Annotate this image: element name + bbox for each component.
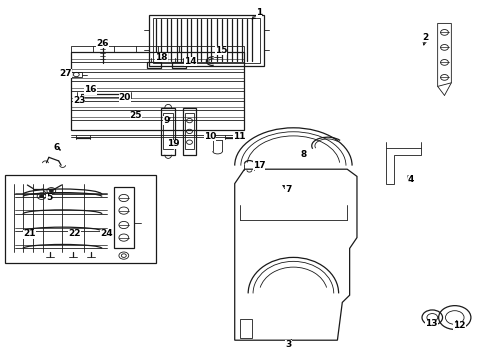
Text: 27: 27	[60, 69, 72, 78]
Circle shape	[49, 189, 53, 192]
Bar	[163, 113, 173, 149]
Text: 3: 3	[285, 341, 291, 349]
Text: 20: 20	[118, 93, 131, 102]
Text: 23: 23	[73, 96, 85, 105]
Text: 17: 17	[252, 161, 265, 170]
Text: 21: 21	[23, 230, 36, 239]
Text: 14: 14	[184, 57, 197, 66]
Bar	[71, 72, 81, 77]
Text: 9: 9	[163, 116, 169, 125]
Text: 12: 12	[452, 321, 465, 330]
Text: 18: 18	[155, 53, 167, 62]
Bar	[146, 62, 161, 68]
Text: 2: 2	[422, 33, 427, 42]
Text: 26: 26	[96, 39, 109, 48]
Text: 7: 7	[285, 184, 291, 194]
Bar	[114, 187, 133, 248]
Text: 5: 5	[46, 194, 52, 202]
Bar	[71, 52, 244, 130]
Text: 6: 6	[53, 143, 59, 152]
Bar	[149, 15, 264, 66]
Text: 11: 11	[233, 132, 245, 141]
Bar	[71, 46, 244, 52]
Text: 15: 15	[214, 46, 227, 55]
Text: 4: 4	[407, 175, 413, 184]
Circle shape	[40, 195, 43, 198]
Text: 25: 25	[129, 111, 142, 120]
Text: 1: 1	[256, 8, 262, 17]
Text: 8: 8	[300, 150, 305, 159]
Bar	[185, 113, 193, 149]
Bar	[161, 108, 175, 155]
Text: 10: 10	[203, 132, 216, 141]
Bar	[5, 175, 156, 263]
Text: 24: 24	[100, 230, 113, 239]
Text: 13: 13	[424, 320, 437, 328]
Bar	[153, 18, 260, 63]
Bar	[172, 62, 185, 68]
Text: 16: 16	[84, 85, 97, 94]
Text: 22: 22	[68, 230, 81, 239]
Bar	[183, 108, 195, 155]
Text: 19: 19	[167, 139, 180, 148]
Bar	[239, 319, 251, 338]
